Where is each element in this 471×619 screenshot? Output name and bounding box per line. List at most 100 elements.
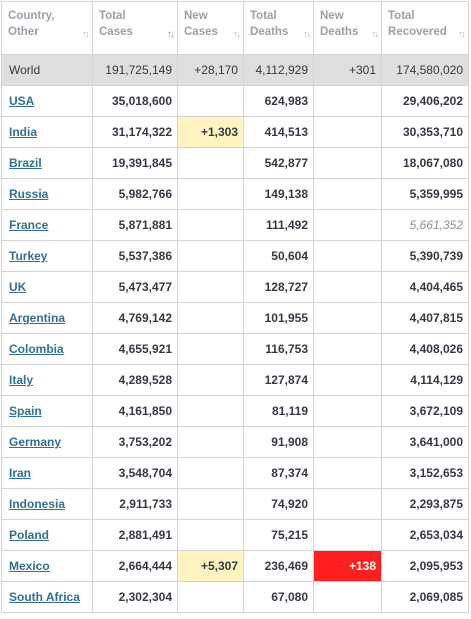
total-recovered-cell: 4,407,815	[381, 302, 469, 334]
country-cell: Italy	[1, 364, 93, 396]
total-recovered-cell: 18,067,080	[381, 147, 469, 179]
new-deaths-cell	[313, 426, 382, 458]
new-cases-cell	[177, 178, 244, 210]
country-cell: France	[1, 209, 93, 241]
header-new-deaths[interactable]: New Deaths ↑↓	[313, 1, 382, 55]
country-link[interactable]: Indonesia	[9, 497, 66, 511]
new-cases-cell	[177, 426, 244, 458]
country-link[interactable]: Italy	[9, 373, 34, 387]
world-total-cases: 191,725,149	[92, 54, 178, 86]
new-cases-cell: +5,307	[177, 550, 244, 582]
total-recovered-cell: 2,293,875	[381, 488, 469, 520]
new-deaths-cell	[313, 178, 382, 210]
total-deaths-cell: 50,604	[243, 240, 314, 272]
new-deaths-cell	[313, 302, 382, 334]
total-recovered-cell: 2,653,034	[381, 519, 469, 551]
total-recovered-cell: 3,672,109	[381, 395, 469, 427]
country-cell: Poland	[1, 519, 93, 551]
total-deaths-cell: 67,080	[243, 581, 314, 613]
country-cell: UK	[1, 271, 93, 303]
table-row: France 5,871,881 111,492 5,661,352	[1, 209, 469, 241]
table-row: Spain 4,161,850 81,119 3,672,109	[1, 395, 469, 427]
new-deaths-cell	[313, 395, 382, 427]
country-link[interactable]: Colombia	[9, 342, 64, 356]
country-cell: Colombia	[1, 333, 93, 365]
world-row: World 191,725,149 +28,170 4,112,929 +301…	[1, 54, 469, 86]
new-deaths-cell	[313, 488, 382, 520]
header-country[interactable]: Country, Other ↑↓	[1, 1, 93, 55]
header-total-recovered[interactable]: Total Recovered ↑↓	[381, 1, 469, 55]
country-cell: Spain	[1, 395, 93, 427]
country-link[interactable]: Poland	[9, 528, 50, 542]
sort-icon[interactable]: ↑↓	[458, 29, 466, 40]
total-deaths-cell: 111,492	[243, 209, 314, 241]
header-total-deaths[interactable]: Total Deaths ↑↓	[243, 1, 314, 55]
new-deaths-cell	[313, 519, 382, 551]
sort-icon[interactable]: ↑↓	[371, 29, 379, 40]
country-link[interactable]: USA	[9, 94, 35, 108]
country-link[interactable]: UK	[9, 280, 27, 294]
country-link[interactable]: India	[9, 125, 38, 139]
table-row: Colombia 4,655,921 116,753 4,408,026	[1, 333, 469, 365]
sort-icon[interactable]: ↑↓	[82, 29, 90, 40]
header-label: Country, Other	[8, 10, 55, 38]
country-link[interactable]: South Africa	[9, 590, 80, 604]
total-cases-cell: 2,881,491	[92, 519, 178, 551]
new-cases-cell	[177, 581, 244, 613]
total-cases-cell: 31,174,322	[92, 116, 178, 148]
total-deaths-cell: 116,753	[243, 333, 314, 365]
new-deaths-cell: +138	[313, 550, 382, 582]
new-cases-cell	[177, 395, 244, 427]
total-recovered-cell: 29,406,202	[381, 85, 469, 117]
sort-icon[interactable]: ↑↓	[233, 29, 241, 40]
sort-descending-icon[interactable]: ↑↓	[167, 29, 175, 40]
total-deaths-cell: 74,920	[243, 488, 314, 520]
new-deaths-cell	[313, 209, 382, 241]
header-row: Country, Other ↑↓ Total Cases ↑↓ New Cases …	[1, 1, 469, 55]
table-row: UK 5,473,477 128,727 4,404,465	[1, 271, 469, 303]
total-deaths-cell: 87,374	[243, 457, 314, 489]
total-recovered-cell: 3,641,000	[381, 426, 469, 458]
total-recovered-cell: 2,069,085	[381, 581, 469, 613]
country-link[interactable]: Spain	[9, 404, 42, 418]
total-cases-cell: 4,655,921	[92, 333, 178, 365]
country-link[interactable]: Iran	[9, 466, 32, 480]
total-deaths-cell: 75,215	[243, 519, 314, 551]
country-link[interactable]: Russia	[9, 187, 49, 201]
total-cases-cell: 3,753,202	[92, 426, 178, 458]
country-cell: South Africa	[1, 581, 93, 613]
new-cases-cell: +1,303	[177, 116, 244, 148]
sort-icon[interactable]: ↑↓	[303, 29, 311, 40]
table-row: Italy 4,289,528 127,874 4,114,129	[1, 364, 469, 396]
world-name: World	[1, 54, 93, 86]
total-deaths-cell: 91,908	[243, 426, 314, 458]
total-deaths-cell: 101,955	[243, 302, 314, 334]
header-total-cases[interactable]: Total Cases ↑↓	[92, 1, 178, 55]
world-total-recovered: 174,580,020	[381, 54, 469, 86]
new-deaths-cell	[313, 364, 382, 396]
new-deaths-cell	[313, 333, 382, 365]
country-cell: Russia	[1, 178, 93, 210]
total-cases-cell: 5,871,881	[92, 209, 178, 241]
header-label: Total Recovered	[388, 10, 447, 38]
country-link[interactable]: Brazil	[9, 156, 42, 170]
country-link[interactable]: Turkey	[9, 249, 48, 263]
new-deaths-cell	[313, 457, 382, 489]
country-link[interactable]: Germany	[9, 435, 62, 449]
total-recovered-cell: 4,114,129	[381, 364, 469, 396]
total-recovered-cell: 2,095,953	[381, 550, 469, 582]
new-deaths-cell	[313, 271, 382, 303]
header-new-cases[interactable]: New Cases ↑↓	[177, 1, 244, 55]
total-cases-cell: 2,664,444	[92, 550, 178, 582]
new-cases-cell	[177, 488, 244, 520]
total-deaths-cell: 236,469	[243, 550, 314, 582]
total-cases-cell: 5,982,766	[92, 178, 178, 210]
country-link[interactable]: France	[9, 218, 49, 232]
header-label: New Cases	[184, 10, 218, 38]
new-cases-cell	[177, 333, 244, 365]
new-cases-cell	[177, 147, 244, 179]
country-link[interactable]: Mexico	[9, 559, 50, 573]
country-cell: Turkey	[1, 240, 93, 272]
country-link[interactable]: Argentina	[9, 311, 66, 325]
